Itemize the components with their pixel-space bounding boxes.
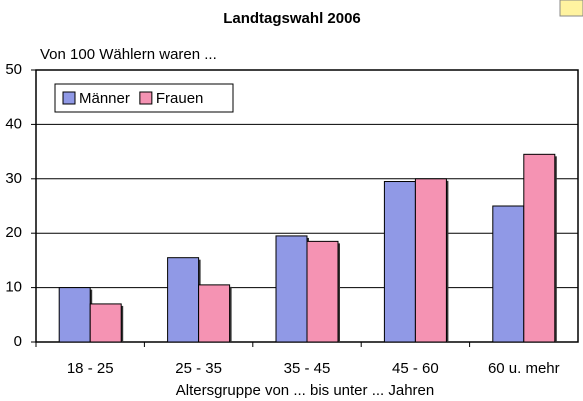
bar — [523, 153, 556, 343]
x-tick-label: 45 - 60 — [392, 360, 439, 377]
legend-swatch — [139, 91, 153, 105]
y-tick-label: 20 — [5, 224, 22, 241]
legend-label: Frauen — [156, 90, 204, 107]
bar — [167, 257, 200, 343]
bar — [383, 181, 416, 343]
x-tick-label: 18 - 25 — [67, 360, 114, 377]
bar — [414, 178, 447, 343]
y-tick-label: 50 — [5, 61, 22, 78]
bar — [89, 303, 122, 343]
y-tick-label: 30 — [5, 170, 22, 187]
chart-title: Landtagswahl 2006 — [223, 10, 361, 27]
bar — [306, 240, 339, 343]
bar — [58, 287, 91, 343]
x-tick-label: 35 - 45 — [284, 360, 331, 377]
x-axis-label: Altersgruppe von ... bis unter ... Jahre… — [176, 382, 434, 399]
y-tick-label: 10 — [5, 279, 22, 296]
y-tick-label: 40 — [5, 115, 22, 132]
bar — [492, 205, 525, 343]
x-tick-label: 25 - 35 — [175, 360, 222, 377]
legend-swatch — [62, 91, 76, 105]
chart-subtitle: Von 100 Wählern waren ... — [40, 46, 217, 63]
y-tick-label: 0 — [14, 333, 22, 350]
x-tick-label: 60 u. mehr — [488, 360, 560, 377]
legend-label: Männer — [79, 90, 130, 107]
corner-box — [559, 0, 583, 17]
bar — [198, 284, 231, 343]
bar — [275, 235, 308, 343]
